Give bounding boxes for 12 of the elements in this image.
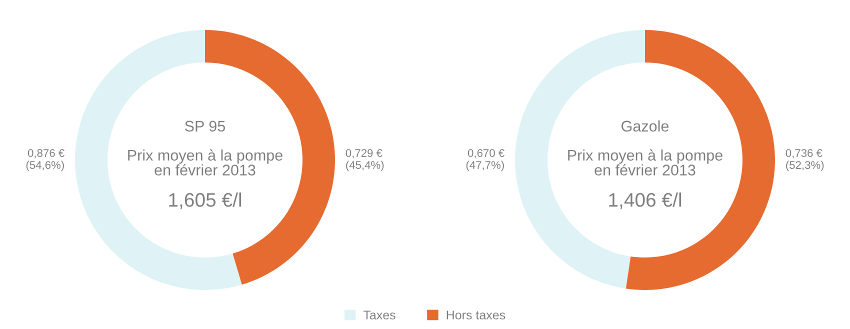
text: Prix moyen à la pompe en février 2013 [128,149,282,176]
data-label: 0,670 € (47,7%) [466,149,504,172]
text: Gazole [622,120,669,132]
text: SP 95 [185,120,226,132]
data-label: 0,876 € (54,6%) [26,149,64,172]
legend-label: Taxes [363,310,396,320]
legend-label: Hors taxes [446,310,506,320]
data-label: 0,729 € (45,4%) [346,149,384,172]
text: 1,406 €/l [609,192,681,210]
text: 1,605 €/l [169,192,241,210]
data-label: 0,736 € (52,3%) [786,149,824,172]
text: Prix moyen à la pompe en février 2013 [568,149,722,176]
